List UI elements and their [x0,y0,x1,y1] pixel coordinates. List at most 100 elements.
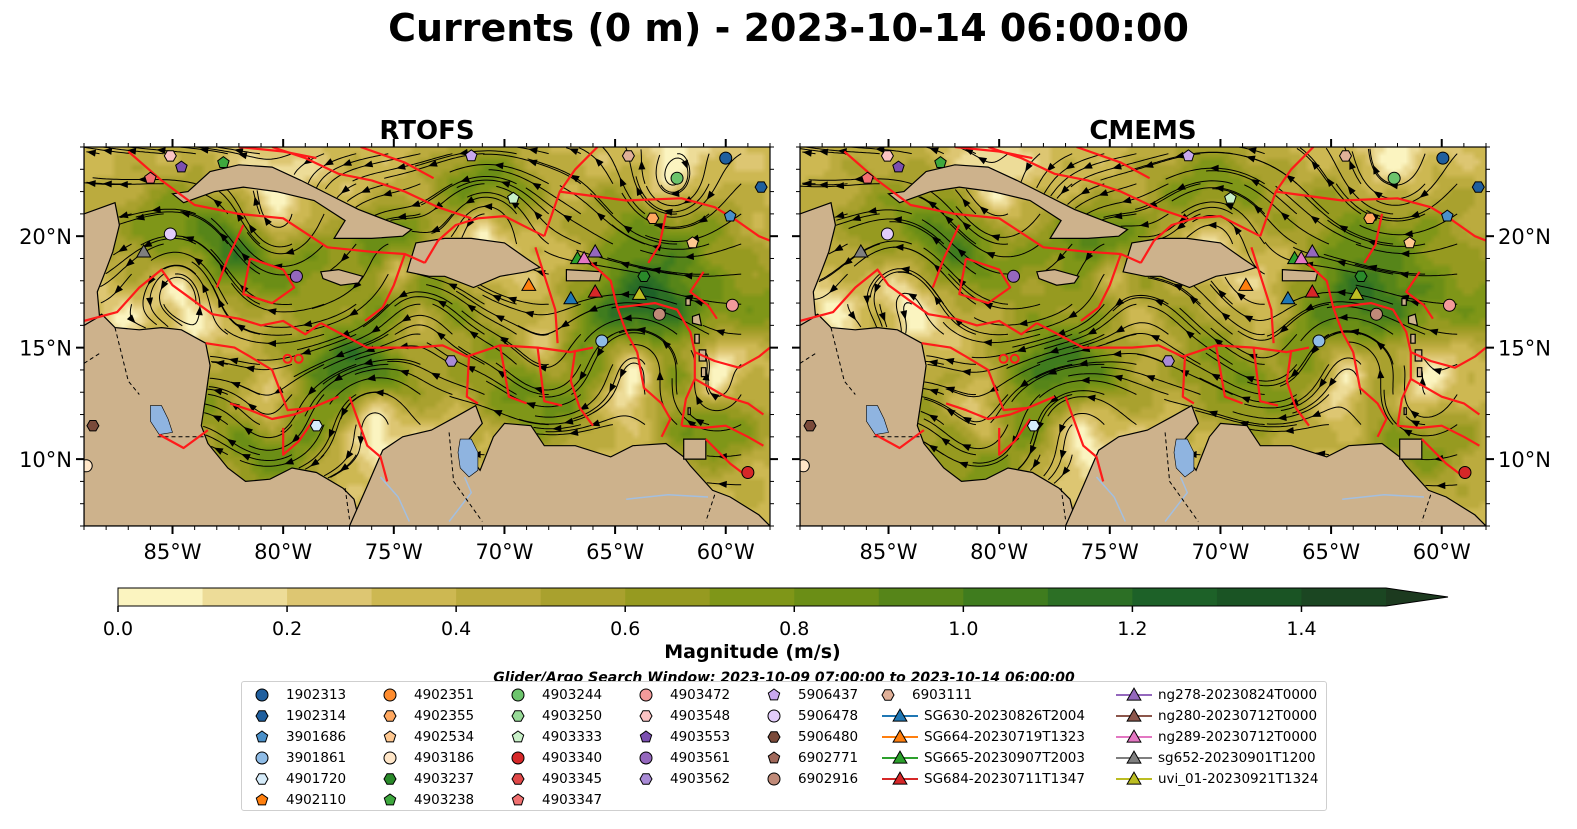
platform-marker-4902355 [646,212,660,224]
legend-label: 4903347 [542,792,603,808]
lon-tick-label: 70°W [475,540,533,564]
colorbar-tick-label: 1.2 [1117,618,1147,640]
legend-marker-triangle-icon [1116,687,1152,701]
legend-marker-pentagon-icon [383,730,397,743]
legend-marker-hexagon-icon [383,773,397,785]
platform-marker-4903186 [800,459,810,473]
legend-label: 6902916 [798,771,859,787]
legend-label: ng278-20230824T0000 [1158,687,1318,703]
lon-tick-label: 70°W [1191,540,1249,564]
country-border [800,351,818,364]
platform-marker-4903562 [444,355,458,367]
lat-tick-label: 10°N [19,448,72,472]
colorbar-bin [963,588,1049,606]
legend-marker-triangle-icon [882,750,918,764]
legend-label: 6903111 [912,687,973,703]
colorbar-tick-label: 0.6 [610,618,640,640]
platform-marker-6902916 [652,307,666,321]
platform-marker-4903244 [670,171,684,185]
colorbar: 0.0 0.2 0.4 0.6 0.8 1.0 1.2 1.4 [103,587,1449,640]
lon-tick-label: 65°W [1302,540,1360,564]
country-border [344,488,350,520]
legend-marker-pentagon-icon [767,751,781,764]
platform-marker-3901686 [1441,209,1454,222]
platform-marker-1902313 [719,151,733,165]
legend-label: SG684-20230711T1347 [924,771,1085,787]
legend-label: 4903250 [542,708,603,724]
legend-label: 3901861 [286,750,347,766]
legend-marker-triangle-icon [1116,708,1152,722]
platform-marker-SG664-20230719T1323 [521,277,537,291]
legend-label: 4902355 [414,708,475,724]
platform-marker-SG664-20230719T1323 [1238,277,1254,291]
platform-marker-4903237 [1354,270,1368,282]
colorbar-tick-label: 0.4 [441,618,471,640]
colorbar-bin [1047,588,1133,606]
platform-marker-5906480 [86,420,100,432]
legend-marker-pentagon-icon [767,688,781,701]
country-border [448,432,483,522]
colorbar-bin [1301,588,1387,606]
river [379,476,410,522]
legend-label: 4903548 [670,708,731,724]
map-frame [83,146,771,527]
lat-tick-label: 15°N [1498,337,1551,361]
colorbar-bin [1216,588,1302,606]
legend-label: 1902314 [286,708,347,724]
legend-label: 4901720 [286,771,347,787]
platform-marker-4903472 [1442,298,1456,312]
colorbar-bin [1132,588,1218,606]
platform-marker-uvi_01-20230921T1324 [1348,286,1365,300]
legend-marker-circle-icon [255,751,269,765]
platform-marker-sg652-20230901T1200 [853,243,869,258]
colorbar-bin [456,588,542,606]
platform-marker-4901720 [309,420,323,432]
legend-marker-hexagon-icon [881,689,895,701]
legend-marker-circle-icon [511,751,525,765]
legend-label: uvi_01-20230921T1324 [1158,771,1319,787]
legend-label: SG664-20230719T1323 [924,729,1085,745]
legend-marker-hexagon-icon [255,773,269,785]
legend-label: ng280-20230712T0000 [1158,708,1318,724]
platform-marker-ng289-20230712T0000 [576,250,592,265]
platform-marker-1902314 [754,181,768,193]
legend-marker-circle-icon [767,709,781,723]
platform-marker-sg652-20230901T1200 [135,243,152,258]
lake [457,438,479,478]
legend-marker-hexagon-icon [511,710,525,722]
lake [150,405,173,435]
platform-marker-5906437 [1182,149,1195,162]
colorbar-tick-label: 0.2 [272,618,302,640]
colorbar-tick-label: 0.0 [103,618,133,640]
river [1342,494,1425,500]
colorbar-bin [709,588,795,606]
legend-marker-triangle-icon [882,708,918,722]
legend-label: 5906480 [798,729,859,745]
platform-marker-1902313 [1436,151,1450,165]
legend-label: 4902351 [414,687,475,703]
colorbar-extend-arrow [1386,588,1448,606]
axis-ticks: 85°W 80°W 75°W 70°W 65°W 60°W 20°N 15°N 10°N [19,139,778,564]
platform-legend: 1902313 1902314 3901686 3901861 4901720 49021… [241,681,1327,811]
colorbar-bin [794,588,880,606]
colorbar-bin [287,588,373,606]
legend-marker-hexagon-icon [511,773,525,785]
legend-marker-triangle-icon [1116,771,1152,785]
country-border [1421,494,1432,522]
platform-marker-4903347 [861,171,874,184]
platform-marker-4902355 [1363,212,1377,224]
platform-marker-4903238 [934,155,947,168]
legend-label: ng289-20230712T0000 [1158,729,1318,745]
platform-markers [84,149,768,479]
map-frame [799,146,1487,527]
eez-boundaries [84,147,770,482]
platform-marker-4903553 [175,160,188,173]
platform-marker-6903111 [1338,150,1353,162]
platform-marker-4902534 [1403,236,1416,249]
platform-marker-4902534 [686,236,699,249]
legend-marker-pentagon-icon [511,793,525,806]
platform-marker-SG630-20230826T2004 [563,290,579,305]
platform-marker-SG684-20230711T1347 [587,284,603,298]
legend-marker-circle-icon [383,751,397,765]
legend-marker-hexagon-icon [639,773,653,785]
